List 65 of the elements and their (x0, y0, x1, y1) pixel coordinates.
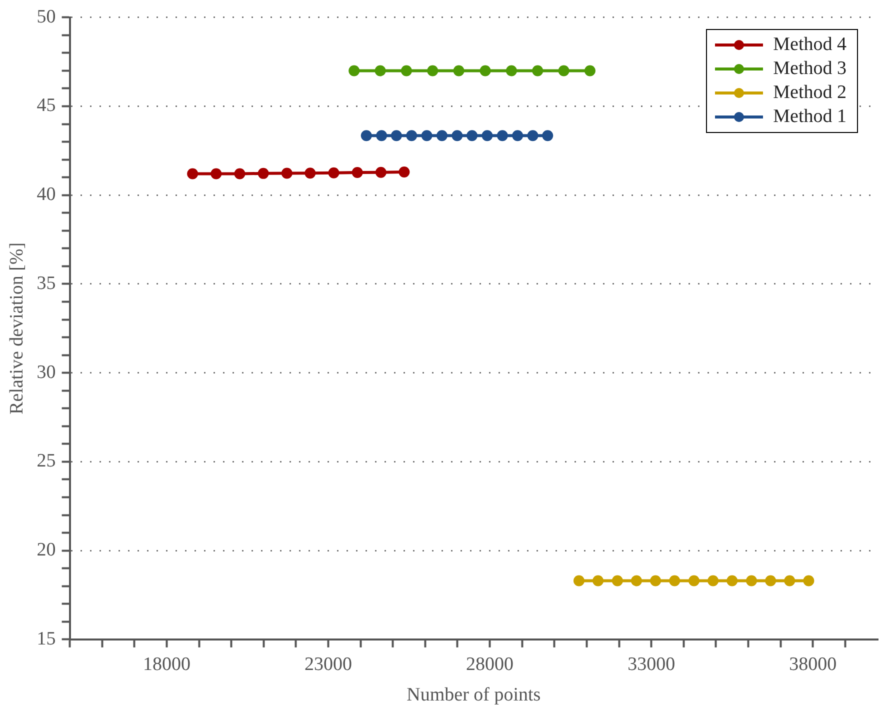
point (421, 130, 432, 142)
point (650, 575, 662, 586)
point (400, 65, 412, 76)
point (258, 168, 269, 179)
point (210, 168, 222, 180)
point (328, 167, 340, 178)
legend-label: Method 4 (773, 34, 846, 56)
point (512, 130, 524, 142)
legend-label: Method 3 (773, 58, 846, 80)
point (304, 168, 316, 179)
point (669, 575, 680, 586)
point (452, 130, 463, 142)
point (374, 65, 386, 76)
point (406, 130, 418, 142)
x-tick-label: 33000 (628, 654, 676, 675)
point (375, 166, 386, 178)
point (708, 575, 719, 586)
point (630, 575, 642, 586)
y-tick-label: 35 (36, 272, 56, 294)
point (348, 65, 360, 76)
point (746, 575, 757, 586)
y-tick-label: 25 (36, 450, 56, 472)
x-tick-label: 28000 (466, 654, 514, 675)
x-tick-label: 38000 (789, 654, 837, 675)
point (281, 168, 292, 179)
point (427, 65, 438, 76)
point (542, 130, 554, 142)
y-tick-label: 50 (36, 6, 56, 28)
point (784, 575, 796, 586)
point (803, 575, 814, 586)
legend-label: Method 2 (773, 82, 846, 104)
point (480, 65, 491, 76)
point (234, 168, 246, 180)
point (360, 130, 372, 142)
point (187, 168, 198, 180)
y-tick-label: 20 (36, 540, 56, 561)
x-tick-label: 18000 (142, 654, 190, 675)
y-tick-label: 45 (36, 95, 56, 116)
point (592, 575, 604, 586)
point (573, 575, 584, 586)
point (390, 130, 402, 142)
point (466, 130, 478, 142)
legend-label: Method 1 (773, 106, 846, 128)
point (612, 575, 623, 586)
y-axis-title: Relative deviation [%] (6, 242, 28, 414)
point (506, 65, 517, 76)
point (558, 65, 570, 76)
point (376, 130, 388, 142)
point (398, 166, 410, 178)
point (482, 130, 493, 142)
y-tick-label: 30 (36, 362, 56, 383)
x-axis-title: Number of points (406, 684, 541, 706)
point (436, 130, 448, 142)
point (527, 130, 538, 142)
point (688, 575, 700, 586)
point (765, 575, 776, 586)
point (453, 65, 464, 76)
point (584, 65, 596, 76)
point (352, 167, 363, 178)
point (532, 65, 544, 76)
y-tick-label: 40 (36, 184, 56, 206)
point (726, 575, 738, 586)
x-tick-label: 23000 (304, 654, 352, 675)
y-tick-label: 15 (36, 628, 56, 650)
point (496, 130, 508, 142)
